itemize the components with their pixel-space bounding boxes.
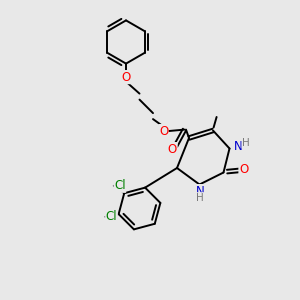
Text: O: O xyxy=(122,70,130,84)
Text: H: H xyxy=(242,138,250,148)
Text: Cl: Cl xyxy=(106,210,117,223)
Text: N: N xyxy=(233,140,242,154)
Text: O: O xyxy=(239,163,248,176)
Text: O: O xyxy=(168,142,177,156)
Text: H: H xyxy=(196,193,204,203)
Text: Cl: Cl xyxy=(114,179,126,192)
Text: N: N xyxy=(196,184,205,198)
Text: O: O xyxy=(159,124,168,138)
